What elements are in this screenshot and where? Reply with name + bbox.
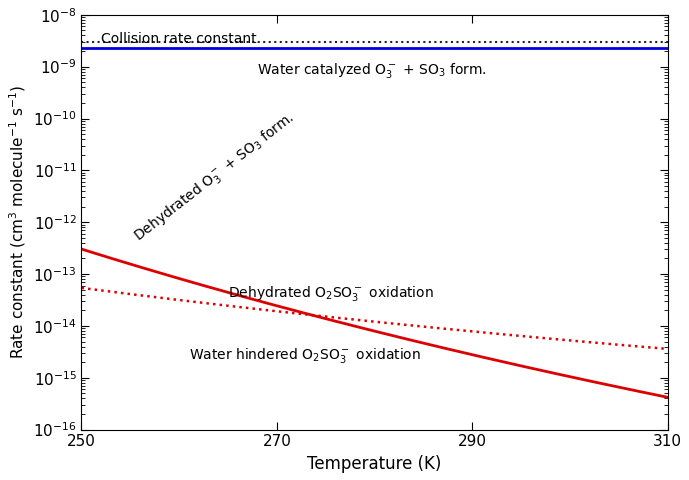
Text: Water hindered O$_2$SO$_3^-$ oxidation: Water hindered O$_2$SO$_3^-$ oxidation xyxy=(189,346,421,365)
Y-axis label: Rate constant (cm$^3$ molecule$^{-1}$ s$^{-1}$): Rate constant (cm$^3$ molecule$^{-1}$ s$… xyxy=(7,85,28,360)
Text: Water catalyzed O$_3^-$ + SO$_3$ form.: Water catalyzed O$_3^-$ + SO$_3$ form. xyxy=(257,60,487,80)
Text: Dehydrated O$_3^-$ + SO$_3$ form.: Dehydrated O$_3^-$ + SO$_3$ form. xyxy=(130,108,298,246)
Text: Dehydrated O$_2$SO$_3^-$ oxidation: Dehydrated O$_2$SO$_3^-$ oxidation xyxy=(228,284,434,302)
Text: Collision rate constant: Collision rate constant xyxy=(101,32,256,46)
X-axis label: Temperature (K): Temperature (K) xyxy=(307,455,442,473)
